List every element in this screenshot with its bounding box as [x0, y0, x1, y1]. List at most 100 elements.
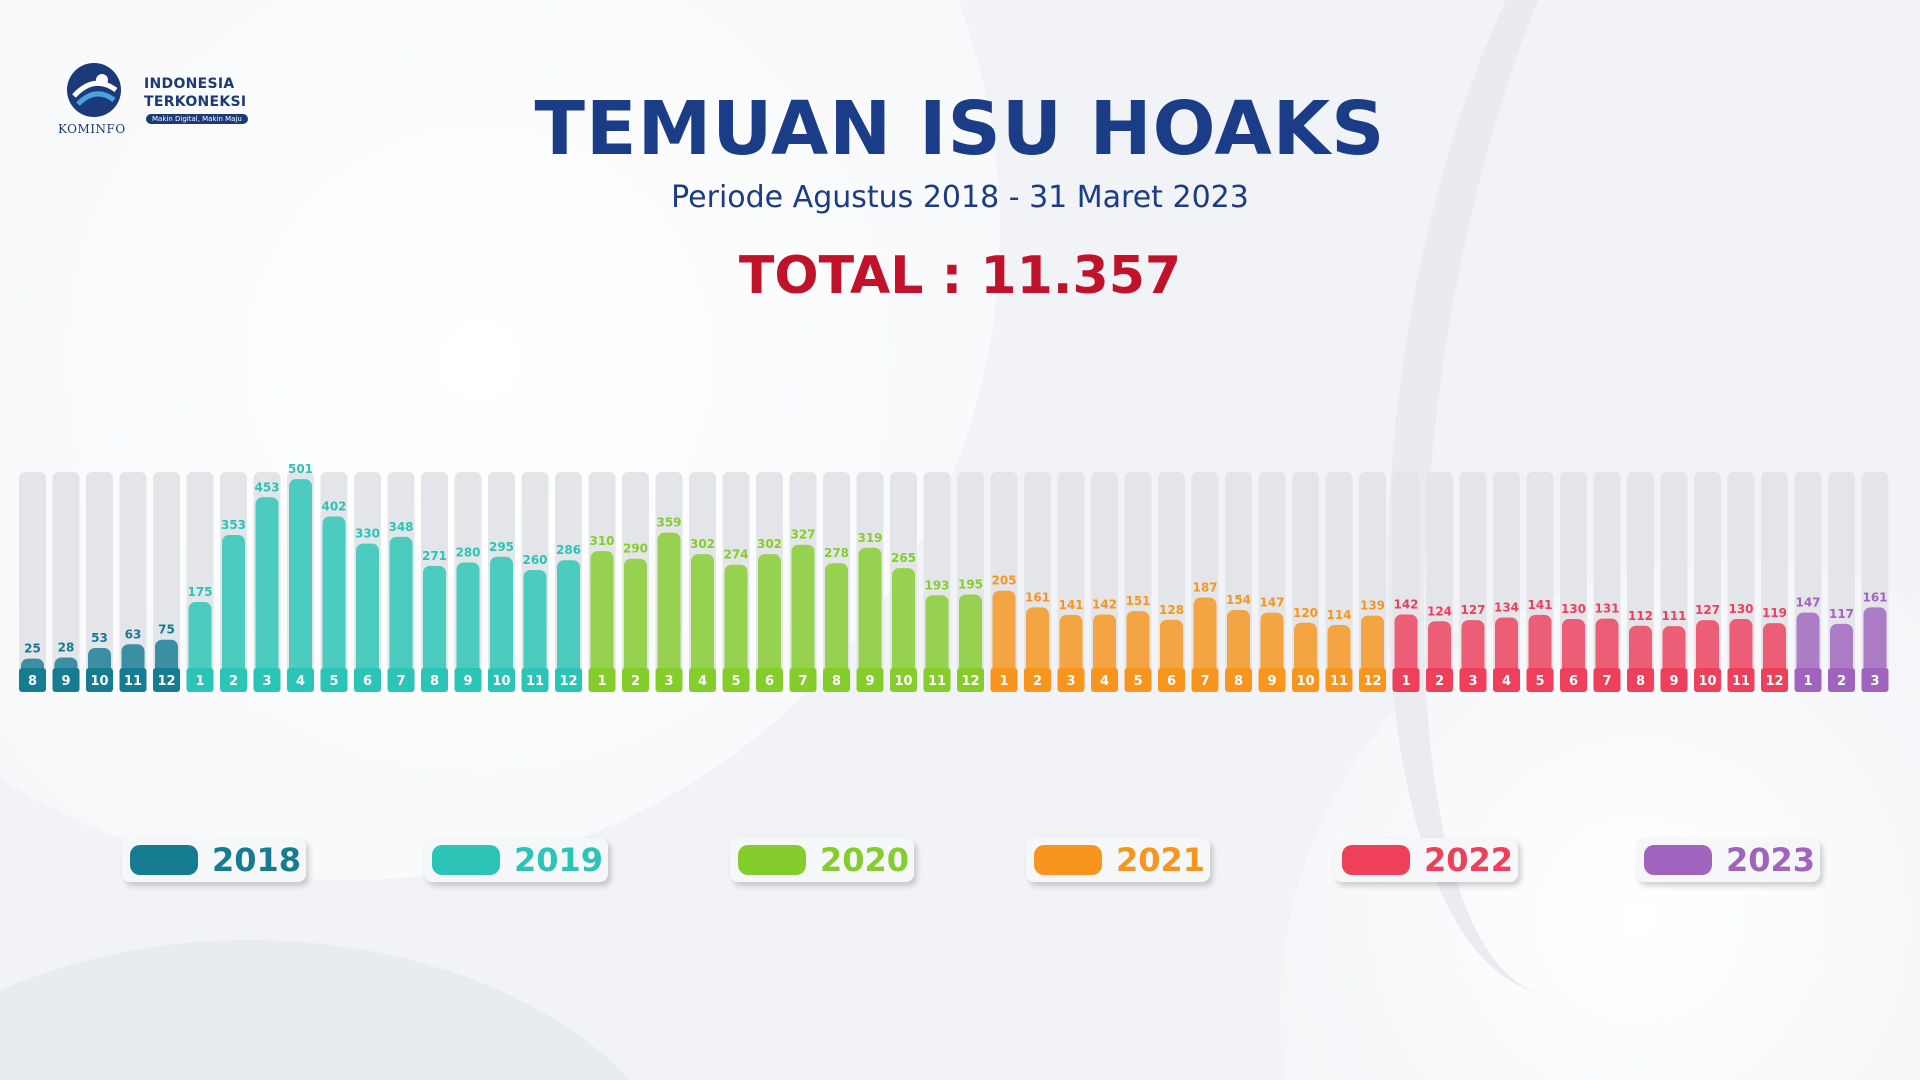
month-tab: [1493, 668, 1520, 692]
data-label: 453: [254, 480, 279, 494]
legend-label: 2020: [820, 841, 910, 879]
data-label: 359: [656, 516, 681, 530]
bar: [1528, 614, 1552, 674]
data-label: 75: [158, 623, 175, 637]
month-label: 3: [262, 674, 271, 689]
month-tab: [789, 668, 817, 692]
data-label: 274: [723, 548, 748, 562]
legend-swatch: [1034, 845, 1102, 875]
month-label: 11: [1732, 674, 1750, 689]
data-label: 310: [589, 534, 614, 548]
data-label: 141: [1058, 598, 1083, 612]
bar: [356, 543, 379, 674]
month-tab: [856, 668, 884, 692]
bar: [1562, 619, 1585, 674]
data-label: 112: [1628, 609, 1653, 623]
data-label: 290: [623, 542, 648, 556]
month-tab: [1560, 668, 1587, 692]
month-label: 12: [1363, 674, 1381, 689]
bar: [858, 547, 882, 674]
bar-track: [153, 472, 180, 674]
month-tab: [990, 668, 1018, 692]
bar: [925, 595, 949, 674]
month-label: 11: [526, 674, 544, 689]
month-label: 12: [1765, 674, 1783, 689]
bar: [892, 568, 915, 674]
month-label: 7: [396, 674, 405, 689]
month-label: 11: [1330, 674, 1348, 689]
month-label: 10: [1296, 674, 1314, 689]
month-label: 3: [1468, 674, 1477, 689]
data-label: 161: [1862, 590, 1887, 604]
bar-track: [86, 472, 113, 674]
bar-track: [1627, 472, 1654, 674]
bar: [1495, 617, 1518, 674]
bar: [1327, 625, 1351, 674]
bar: [88, 648, 111, 674]
legend-label: 2019: [514, 841, 604, 879]
month-tab: [1761, 668, 1788, 692]
bar: [222, 534, 245, 674]
bar: [1394, 614, 1418, 674]
data-label: 151: [1125, 594, 1150, 608]
legend-label: 2018: [212, 841, 302, 879]
month-label: 6: [765, 674, 774, 689]
month-tab: [1191, 668, 1219, 692]
month-label: 3: [1870, 674, 1879, 689]
legend-item-2023: 2023: [1636, 838, 1820, 882]
month-tab: [1593, 668, 1621, 692]
month-tab: [1292, 668, 1319, 692]
month-tab: [923, 668, 951, 692]
month-label: 2: [631, 674, 640, 689]
month-tab: [454, 668, 482, 692]
bar: [1193, 597, 1217, 674]
data-label: 63: [125, 627, 142, 641]
data-label: 119: [1762, 606, 1787, 620]
month-label: 8: [1234, 674, 1243, 689]
data-label: 131: [1594, 602, 1619, 616]
bar: [1126, 611, 1150, 674]
data-label: 195: [958, 578, 983, 592]
month-tab: [823, 668, 850, 692]
data-label: 280: [455, 545, 480, 559]
data-label: 130: [1561, 602, 1586, 616]
data-label: 28: [58, 640, 75, 654]
month-tab: [1258, 668, 1286, 692]
logo-line-2: TERKONEKSI: [144, 94, 247, 110]
month-tab: [1325, 668, 1353, 692]
month-tab: [153, 668, 180, 692]
data-label: 402: [321, 499, 346, 513]
bar: [456, 562, 480, 674]
data-label: 271: [422, 549, 447, 563]
data-label: 295: [489, 540, 514, 554]
total-count: TOTAL : 11.357: [738, 246, 1182, 306]
month-tab: [1660, 668, 1688, 692]
month-label: 5: [731, 674, 740, 689]
bar: [289, 479, 312, 674]
logo-mark-text: KOMINFO: [58, 122, 126, 136]
bar: [1260, 612, 1284, 674]
bar: [724, 564, 748, 674]
month-tab: [488, 668, 515, 692]
legend-swatch: [130, 845, 198, 875]
month-tab: [1158, 668, 1185, 692]
data-label: 142: [1092, 597, 1117, 611]
data-label: 205: [991, 574, 1016, 588]
bar: [1763, 623, 1786, 674]
month-tab: [1459, 668, 1487, 692]
bar: [992, 590, 1016, 674]
data-label: 142: [1393, 597, 1418, 611]
month-label: 12: [157, 674, 175, 689]
month-tab: [1057, 668, 1085, 692]
data-label: 187: [1192, 581, 1217, 595]
data-label: 53: [91, 631, 108, 645]
month-label: 11: [928, 674, 946, 689]
month-label: 3: [1066, 674, 1075, 689]
month-tab: [588, 668, 616, 692]
data-label: 353: [221, 518, 246, 532]
month-tab: [1024, 668, 1051, 692]
month-label: 6: [1167, 674, 1176, 689]
month-tab: [354, 668, 381, 692]
month-label: 8: [1636, 674, 1645, 689]
month-tab: [1526, 668, 1554, 692]
